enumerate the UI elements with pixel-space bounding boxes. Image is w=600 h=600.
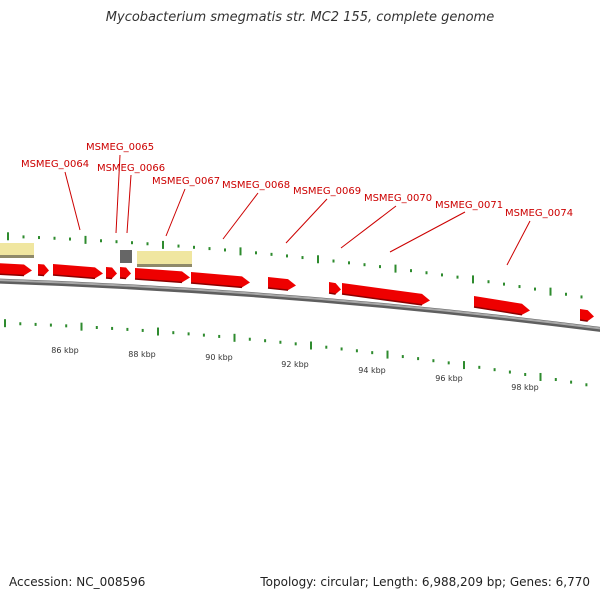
backbone-layer (0, 278, 600, 332)
accession-text: Accession: NC_008596 (9, 575, 146, 589)
callout-line (222, 192, 259, 240)
gene-arrow-shadow (341, 293, 423, 306)
gene-arrow-shadow (119, 277, 127, 280)
gene-arrow-shadow (52, 274, 96, 280)
gene-arrow-shadow (134, 278, 183, 284)
scale-label: 90 kbp (205, 353, 233, 362)
feature-layer (0, 243, 192, 267)
genome-summary-text: Topology: circular; Length: 6,988,209 bp… (260, 575, 590, 589)
scale-label-layer: 86 kbp 88 kbp 90 kbp 92 kbp 94 kbp 96 kbp 98 k… (51, 346, 539, 392)
gene-arrow (342, 283, 430, 305)
gene-arrow (191, 272, 250, 288)
callout-line (64, 171, 81, 231)
gene-arrow-shadow (0, 273, 25, 277)
gene-label: MSMEG_0064 (21, 159, 89, 170)
callout-line (506, 220, 531, 266)
callout-line (115, 154, 121, 234)
gene-arrow (580, 309, 594, 322)
yellow-feature (0, 243, 34, 256)
gene-arrow (106, 267, 117, 279)
scale-label: 96 kbp (435, 374, 463, 383)
gene-label: MSMEG_0069 (293, 186, 361, 197)
callout-line (285, 198, 328, 244)
gene-label: MSMEG_0074 (505, 208, 573, 219)
gene-arrow-shadow (579, 319, 588, 322)
callout-line (165, 188, 186, 237)
callout-line (126, 174, 132, 234)
gene-arrow (135, 268, 190, 283)
callout-layer: MSMEG_0064 MSMEG_0065 MSMEG_0066 MSMEG_0067… (21, 142, 573, 266)
gene-arrow-shadow (190, 282, 243, 289)
gene-arrow (329, 282, 341, 295)
gene-arrow (53, 264, 103, 279)
gene-arrow-shadow (105, 277, 113, 280)
gray-feature (120, 250, 132, 263)
gene-label: MSMEG_0070 (364, 193, 432, 204)
gene-arrow-shadow (473, 306, 523, 316)
gene-arrow (0, 263, 32, 276)
callout-line (340, 205, 397, 249)
gene-arrow (38, 264, 49, 276)
gene-label: MSMEG_0071 (435, 200, 503, 211)
yellow-feature-shadow (137, 264, 192, 267)
backbone-line (0, 278, 600, 332)
callout-line (389, 211, 466, 253)
gene-arrow (268, 277, 296, 291)
yellow-feature-shadow (0, 255, 34, 258)
genome-title: Mycobacterium smegmatis str. MC2 155, co… (105, 10, 495, 25)
yellow-feature (137, 251, 192, 265)
gene-arrow (474, 296, 530, 315)
gene-label: MSMEG_0066 (97, 163, 165, 174)
scale-label: 88 kbp (128, 350, 156, 359)
backbone-highlight (0, 279, 600, 330)
scale-label: 86 kbp (51, 346, 79, 355)
scale-label: 94 kbp (358, 366, 386, 375)
gene-label: MSMEG_0068 (222, 180, 290, 191)
scale-label: 92 kbp (281, 360, 309, 369)
tick-layer (4, 232, 588, 387)
gene-arrow-shadow (267, 287, 289, 291)
gene-arrow-shadow (328, 292, 336, 295)
gene-layer (0, 263, 594, 322)
gene-arrow (120, 267, 131, 279)
gene-arrow-shadow (37, 274, 45, 277)
scale-label: 98 kbp (511, 383, 539, 392)
gene-label: MSMEG_0067 (152, 176, 220, 187)
gene-label: MSMEG_0065 (86, 142, 154, 153)
